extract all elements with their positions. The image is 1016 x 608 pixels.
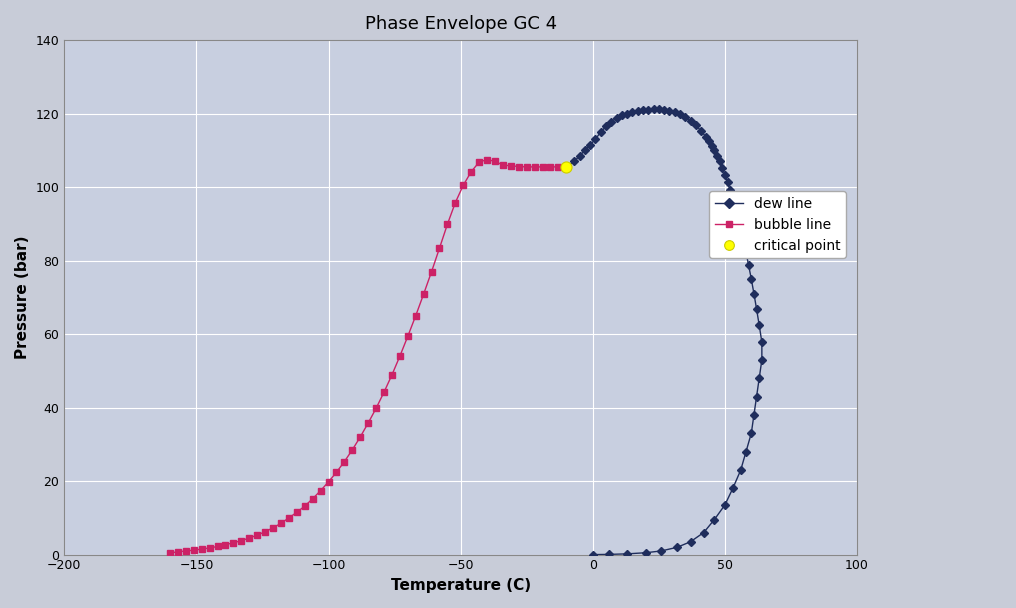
- Y-axis label: Pressure (bar): Pressure (bar): [15, 235, 30, 359]
- bubble line: [553, 163, 565, 170]
- dew line: [560, 163, 572, 170]
- dew line: [589, 136, 601, 143]
- Line: bubble line: bubble line: [168, 157, 569, 556]
- dew line: [745, 430, 757, 437]
- dew line: [708, 147, 720, 154]
- Title: Phase Envelope GC 4: Phase Envelope GC 4: [365, 15, 557, 33]
- Line: dew line: dew line: [564, 106, 765, 558]
- dew line: [655, 547, 668, 554]
- bubble line: [164, 549, 176, 556]
- bubble line: [481, 156, 493, 163]
- dew line: [652, 106, 664, 113]
- dew line: [586, 551, 598, 558]
- Legend: dew line, bubble line, critical point: dew line, bubble line, critical point: [709, 191, 846, 258]
- bubble line: [426, 268, 438, 275]
- dew line: [647, 106, 659, 113]
- dew line: [674, 111, 686, 118]
- X-axis label: Temperature (C): Temperature (C): [390, 578, 530, 593]
- bubble line: [560, 163, 572, 170]
- bubble line: [282, 514, 295, 522]
- bubble line: [449, 199, 461, 206]
- bubble line: [291, 509, 303, 516]
- bubble line: [251, 531, 263, 539]
